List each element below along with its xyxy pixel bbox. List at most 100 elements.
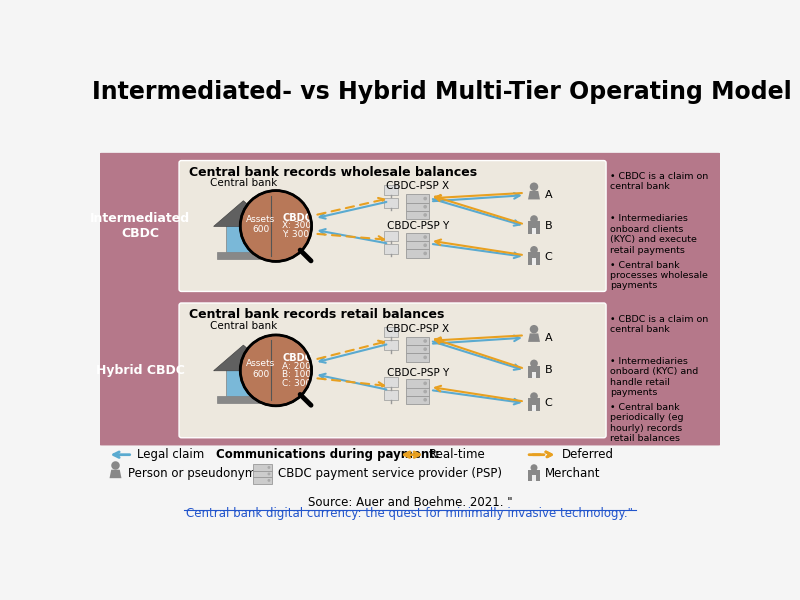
- FancyBboxPatch shape: [179, 161, 606, 292]
- Text: Source: Auer and Boehme. 2021. ": Source: Auer and Boehme. 2021. ": [308, 496, 512, 509]
- Circle shape: [267, 472, 270, 475]
- Text: Central bank: Central bank: [210, 178, 277, 188]
- FancyBboxPatch shape: [528, 252, 540, 265]
- Circle shape: [530, 182, 538, 191]
- FancyBboxPatch shape: [406, 211, 430, 219]
- Text: B: B: [545, 221, 553, 231]
- Text: Central bank: Central bank: [210, 321, 277, 331]
- Circle shape: [423, 213, 427, 217]
- Circle shape: [423, 339, 427, 343]
- Text: Hybrid CBDC: Hybrid CBDC: [96, 364, 185, 377]
- Text: • Central bank
periodically (eg
hourly) records
retail balances: • Central bank periodically (eg hourly) …: [610, 403, 683, 443]
- Circle shape: [240, 191, 311, 262]
- Circle shape: [423, 390, 427, 394]
- FancyBboxPatch shape: [384, 391, 398, 400]
- Text: • Intermediaries
onboard clients
(KYC) and execute
retail payments: • Intermediaries onboard clients (KYC) a…: [610, 214, 697, 254]
- Circle shape: [530, 464, 538, 471]
- Circle shape: [423, 244, 427, 247]
- Text: Intermediated
CBDC: Intermediated CBDC: [90, 212, 190, 240]
- Text: CBDC-PSP Y: CBDC-PSP Y: [386, 221, 449, 232]
- FancyBboxPatch shape: [98, 295, 722, 445]
- FancyBboxPatch shape: [532, 475, 536, 481]
- FancyBboxPatch shape: [406, 194, 430, 203]
- Circle shape: [530, 246, 538, 254]
- Text: B: 100: B: 100: [282, 370, 311, 379]
- FancyBboxPatch shape: [406, 379, 430, 388]
- Circle shape: [267, 466, 270, 469]
- Circle shape: [423, 251, 427, 255]
- Text: CBDC-PSP X: CBDC-PSP X: [386, 324, 450, 334]
- FancyBboxPatch shape: [253, 477, 273, 484]
- Text: • Central bank
processes wholesale
payments: • Central bank processes wholesale payme…: [610, 260, 708, 290]
- Polygon shape: [528, 191, 540, 199]
- Circle shape: [423, 235, 427, 239]
- Circle shape: [240, 335, 311, 406]
- Circle shape: [423, 356, 427, 359]
- FancyBboxPatch shape: [384, 377, 398, 388]
- FancyBboxPatch shape: [384, 244, 398, 254]
- Text: X: 300: X: 300: [282, 221, 311, 230]
- Text: Central bank records wholesale balances: Central bank records wholesale balances: [189, 166, 478, 179]
- Text: Assets
600: Assets 600: [246, 359, 275, 379]
- FancyBboxPatch shape: [384, 340, 398, 350]
- FancyBboxPatch shape: [384, 198, 398, 208]
- FancyBboxPatch shape: [528, 366, 540, 378]
- Circle shape: [530, 325, 538, 334]
- Text: Communications during payment:: Communications during payment:: [216, 448, 440, 461]
- Circle shape: [111, 461, 120, 470]
- FancyBboxPatch shape: [406, 233, 430, 241]
- Text: Person or pseudonym: Person or pseudonym: [128, 467, 256, 481]
- FancyBboxPatch shape: [532, 227, 536, 233]
- Circle shape: [530, 359, 538, 367]
- FancyBboxPatch shape: [98, 153, 722, 299]
- FancyBboxPatch shape: [406, 203, 430, 211]
- Text: Legal claim: Legal claim: [138, 448, 205, 461]
- FancyBboxPatch shape: [226, 361, 261, 397]
- FancyBboxPatch shape: [406, 249, 430, 257]
- Polygon shape: [528, 334, 540, 342]
- Text: C: 300: C: 300: [282, 379, 311, 388]
- FancyBboxPatch shape: [384, 231, 398, 241]
- Polygon shape: [110, 470, 122, 478]
- Text: CBDC: CBDC: [282, 353, 312, 362]
- FancyBboxPatch shape: [218, 397, 270, 403]
- FancyBboxPatch shape: [529, 470, 539, 481]
- Text: Merchant: Merchant: [545, 467, 600, 481]
- FancyBboxPatch shape: [406, 345, 430, 353]
- Text: Y: 300: Y: 300: [282, 230, 310, 239]
- Text: • CBDC is a claim on
central bank: • CBDC is a claim on central bank: [610, 314, 708, 334]
- Text: Assets
600: Assets 600: [246, 215, 275, 234]
- FancyBboxPatch shape: [528, 398, 540, 411]
- Polygon shape: [214, 201, 273, 226]
- FancyBboxPatch shape: [226, 216, 261, 252]
- FancyBboxPatch shape: [253, 470, 273, 477]
- Text: B: B: [545, 365, 553, 376]
- Text: CBDC: CBDC: [282, 212, 312, 223]
- Circle shape: [267, 479, 270, 482]
- Text: Central bank digital currency: the quest for minimally invasive technology.": Central bank digital currency: the quest…: [186, 507, 634, 520]
- Polygon shape: [214, 345, 273, 371]
- FancyBboxPatch shape: [384, 185, 398, 195]
- Circle shape: [530, 215, 538, 223]
- Text: A: A: [545, 190, 553, 200]
- Text: CBDC payment service provider (PSP): CBDC payment service provider (PSP): [278, 467, 502, 481]
- Text: • CBDC is a claim on
central bank: • CBDC is a claim on central bank: [610, 172, 708, 191]
- FancyBboxPatch shape: [528, 221, 540, 233]
- FancyBboxPatch shape: [406, 395, 430, 404]
- FancyBboxPatch shape: [406, 353, 430, 362]
- Text: C: C: [545, 398, 553, 408]
- Circle shape: [423, 347, 427, 351]
- Text: C: C: [545, 252, 553, 262]
- Text: Real-time: Real-time: [430, 448, 486, 461]
- FancyBboxPatch shape: [218, 252, 270, 259]
- Text: • Intermediaries
onboard (KYC) and
handle retail
payments: • Intermediaries onboard (KYC) and handl…: [610, 357, 698, 397]
- FancyBboxPatch shape: [532, 372, 536, 378]
- Text: Deferred: Deferred: [562, 448, 614, 461]
- Text: CBDC-PSP Y: CBDC-PSP Y: [386, 368, 449, 377]
- FancyBboxPatch shape: [406, 337, 430, 345]
- Text: A: 200: A: 200: [282, 362, 311, 371]
- FancyBboxPatch shape: [406, 388, 430, 396]
- FancyBboxPatch shape: [179, 303, 606, 438]
- Circle shape: [423, 398, 427, 401]
- Circle shape: [530, 392, 538, 400]
